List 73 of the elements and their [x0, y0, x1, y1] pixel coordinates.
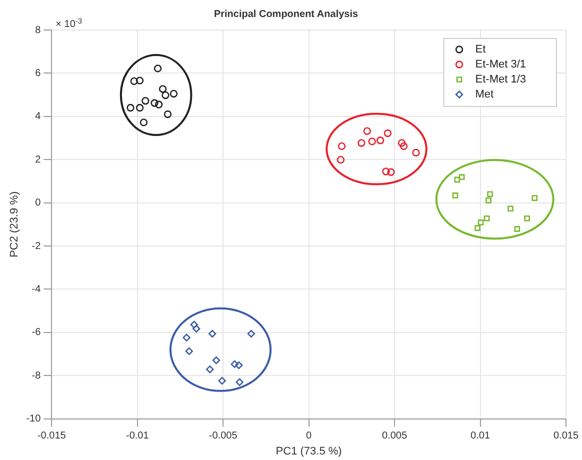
- point: [206, 365, 214, 374]
- point: [140, 118, 148, 126]
- point: [452, 192, 458, 198]
- y-tick-label: -6: [32, 327, 42, 338]
- x-tick-label: -0.015: [37, 430, 66, 442]
- point: [387, 168, 395, 176]
- x-tick-label: 0.015: [553, 430, 579, 442]
- point: [192, 324, 200, 333]
- point: [454, 176, 460, 183]
- point: [136, 104, 144, 112]
- point: [486, 198, 492, 204]
- point: [218, 376, 226, 385]
- legend-label: Et-Met 3/1: [475, 58, 526, 71]
- point: [376, 136, 384, 144]
- point: [154, 100, 163, 108]
- point: [478, 220, 484, 226]
- point: [508, 206, 514, 212]
- point: [190, 320, 198, 328]
- point: [532, 195, 538, 201]
- point: [487, 191, 493, 198]
- x-tick-label: 0: [306, 430, 312, 442]
- x-tick-label: -0.005: [208, 430, 238, 442]
- point: [208, 330, 216, 338]
- point: [236, 378, 244, 386]
- point: [382, 168, 390, 176]
- point: [170, 90, 178, 98]
- point: [474, 225, 480, 231]
- y-tick-label: 2: [35, 154, 42, 166]
- point: [230, 360, 238, 368]
- x-tick-label: -0.01: [126, 430, 150, 442]
- point: [126, 104, 134, 112]
- point: [158, 85, 167, 93]
- legend-label: Et: [475, 44, 486, 56]
- y-tick-label: 8: [35, 24, 42, 36]
- point: [182, 334, 190, 342]
- point: [247, 330, 256, 338]
- point: [368, 138, 376, 146]
- point: [162, 91, 170, 100]
- x-axis-title: PC1 (73.5 %): [276, 445, 342, 458]
- point: [398, 139, 406, 147]
- y-tick-label: -10: [26, 414, 42, 425]
- point: [400, 142, 408, 150]
- point: [336, 156, 345, 164]
- point: [363, 127, 371, 135]
- y-tick-label: -4: [32, 284, 42, 295]
- point: [524, 215, 530, 222]
- x-tick-label: 0.005: [382, 430, 408, 442]
- point: [358, 139, 366, 147]
- y-tick-label: -8: [32, 370, 42, 382]
- point: [212, 356, 220, 364]
- y-tick-label: 0: [35, 198, 42, 209]
- point: [458, 174, 465, 180]
- point: [514, 226, 520, 232]
- y-axis-title: PC2 (23.9 %): [8, 191, 21, 258]
- y-tick-label: 6: [35, 68, 42, 79]
- legend-label: Et-Met 1/3: [475, 74, 526, 86]
- point: [154, 64, 162, 72]
- point: [142, 97, 150, 105]
- point: [150, 99, 158, 107]
- point: [136, 76, 144, 84]
- point: [185, 347, 194, 356]
- point: [384, 129, 392, 138]
- x-tick-label: 0.01: [470, 430, 490, 442]
- point: [164, 110, 172, 118]
- y-tick-label: -2: [32, 240, 42, 252]
- point: [235, 361, 243, 370]
- point: [484, 215, 490, 222]
- point: [412, 148, 420, 157]
- legend-label: Met: [475, 88, 494, 101]
- y-tick-label: 4: [35, 111, 42, 122]
- chart-title: Principal Component Analysis: [214, 8, 358, 20]
- point: [130, 77, 138, 86]
- point: [338, 142, 346, 150]
